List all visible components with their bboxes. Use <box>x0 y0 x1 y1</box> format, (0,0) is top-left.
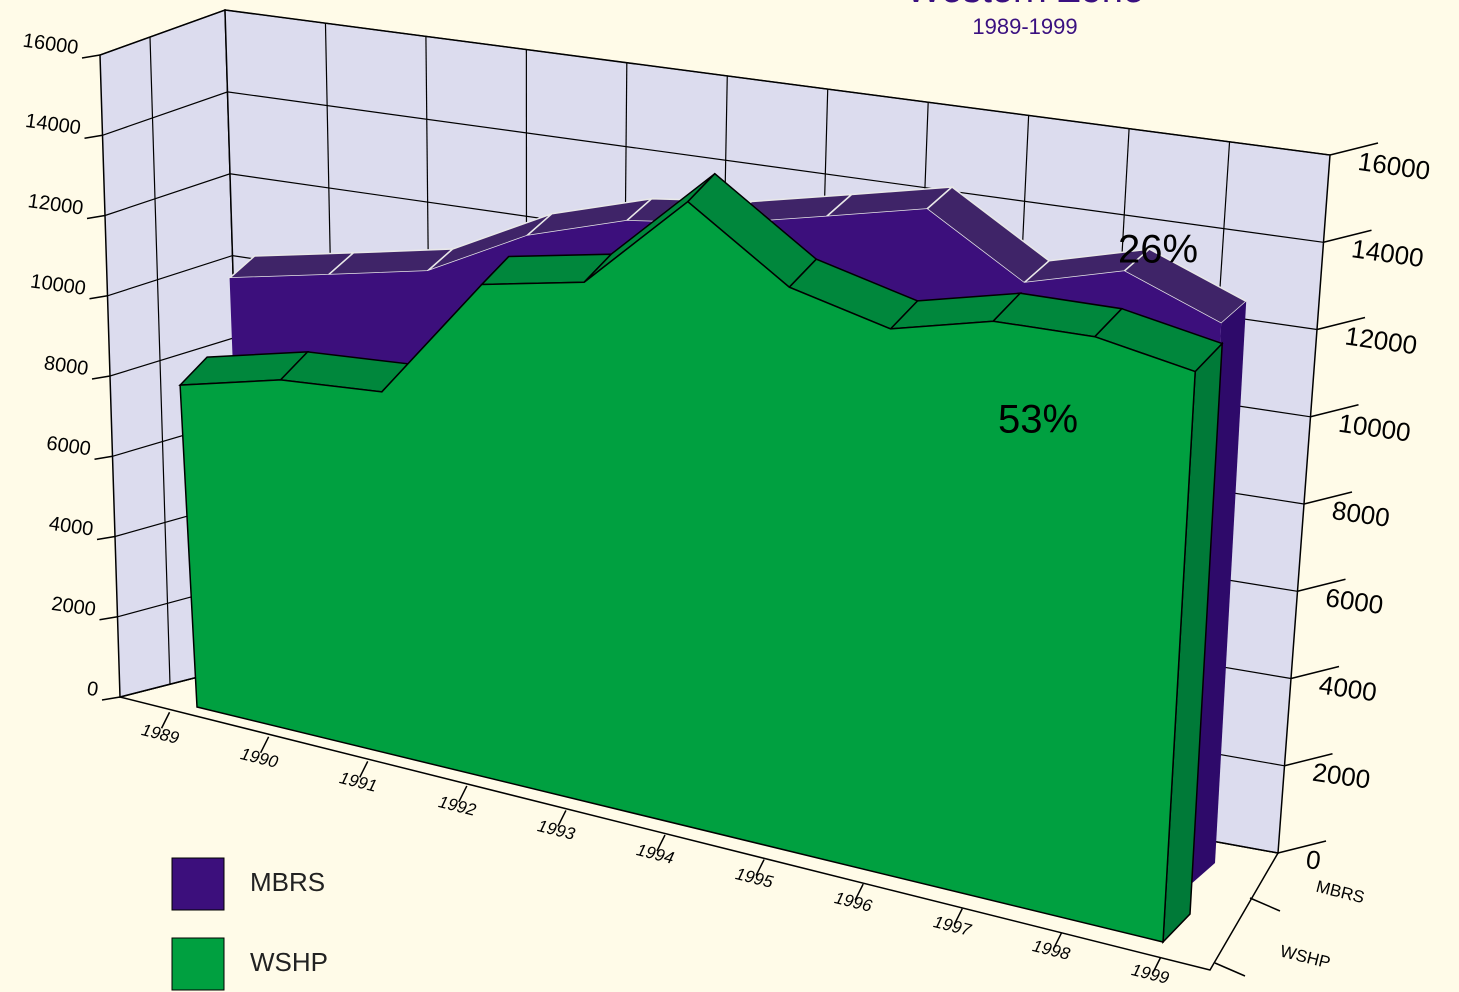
x-tick <box>458 785 468 803</box>
x-tick <box>359 761 369 778</box>
grid-line <box>99 9 1331 156</box>
x-tick <box>953 908 963 925</box>
y-tick <box>81 54 101 59</box>
x-tick <box>160 711 171 729</box>
x-tick <box>259 736 270 754</box>
y2-tick-label: 0 <box>1304 844 1323 876</box>
y2-tick <box>1310 404 1359 418</box>
x-tick <box>755 859 765 876</box>
y-tick <box>94 455 113 460</box>
y-tick <box>96 535 116 541</box>
chart-subtitle: 1989-1999 <box>972 14 1077 39</box>
y2-tick <box>1329 142 1379 156</box>
x-tick <box>1151 957 1162 975</box>
y-tick <box>86 214 106 220</box>
area <box>179 200 1196 943</box>
y2-tick <box>1284 753 1333 767</box>
legend-label: MBRS <box>250 867 325 897</box>
y-tick <box>99 616 118 621</box>
legend-swatch <box>171 937 225 991</box>
depth-tick <box>1214 962 1246 977</box>
y2-tick <box>1323 229 1372 243</box>
area-side <box>1190 301 1247 885</box>
y-tick <box>91 375 111 380</box>
annotation: 53% <box>998 398 1078 442</box>
y2-tick <box>1316 316 1366 331</box>
legend-label: WSHP <box>250 947 328 977</box>
y-tick <box>84 134 103 139</box>
x-tick <box>1052 932 1063 950</box>
x-tick <box>854 883 864 901</box>
annotation: 26% <box>1118 228 1198 272</box>
y-tick <box>89 295 108 300</box>
y2-tick <box>1290 665 1340 680</box>
y-tick <box>101 696 121 701</box>
x-tick <box>557 810 567 827</box>
y2-tick <box>1277 840 1327 854</box>
chart-title: Western Zone <box>906 0 1144 11</box>
y2-tick <box>1303 491 1353 505</box>
y-tick-label: 0 <box>86 678 100 701</box>
x-tick <box>656 834 666 852</box>
legend-swatch <box>171 857 225 911</box>
y2-tick <box>1297 578 1346 592</box>
depth-tick <box>1249 897 1281 912</box>
